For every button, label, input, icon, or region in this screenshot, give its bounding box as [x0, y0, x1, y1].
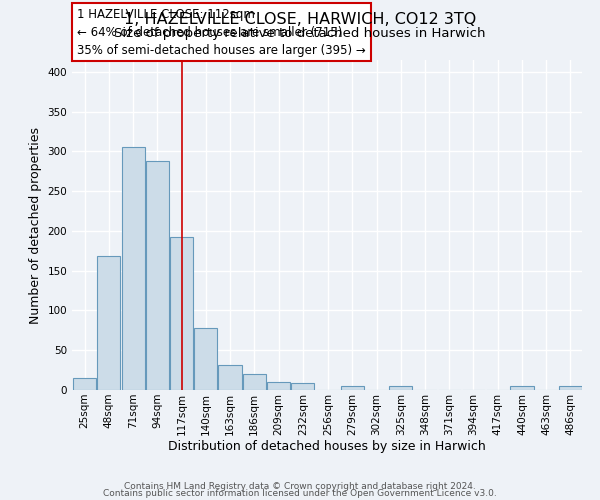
Bar: [122, 148, 145, 390]
Bar: [218, 364, 242, 390]
Text: 1 HAZELVILLE CLOSE: 112sqm
← 64% of detached houses are smaller (715)
35% of sem: 1 HAZELVILLE CLOSE: 112sqm ← 64% of deta…: [77, 8, 366, 56]
Bar: [559, 386, 582, 390]
Bar: [291, 383, 314, 390]
Bar: [170, 238, 193, 390]
Bar: [341, 386, 364, 390]
Bar: [243, 374, 266, 390]
Text: 1, HAZELVILLE CLOSE, HARWICH, CO12 3TQ: 1, HAZELVILLE CLOSE, HARWICH, CO12 3TQ: [124, 12, 476, 28]
Text: Size of property relative to detached houses in Harwich: Size of property relative to detached ho…: [114, 28, 486, 40]
Bar: [389, 386, 412, 390]
Text: Contains HM Land Registry data © Crown copyright and database right 2024.: Contains HM Land Registry data © Crown c…: [124, 482, 476, 491]
Bar: [267, 382, 290, 390]
Text: Contains public sector information licensed under the Open Government Licence v3: Contains public sector information licen…: [103, 490, 497, 498]
Bar: [194, 328, 217, 390]
Bar: [97, 256, 121, 390]
Bar: [511, 386, 533, 390]
X-axis label: Distribution of detached houses by size in Harwich: Distribution of detached houses by size …: [168, 440, 486, 454]
Bar: [146, 161, 169, 390]
Y-axis label: Number of detached properties: Number of detached properties: [29, 126, 42, 324]
Bar: [73, 378, 96, 390]
